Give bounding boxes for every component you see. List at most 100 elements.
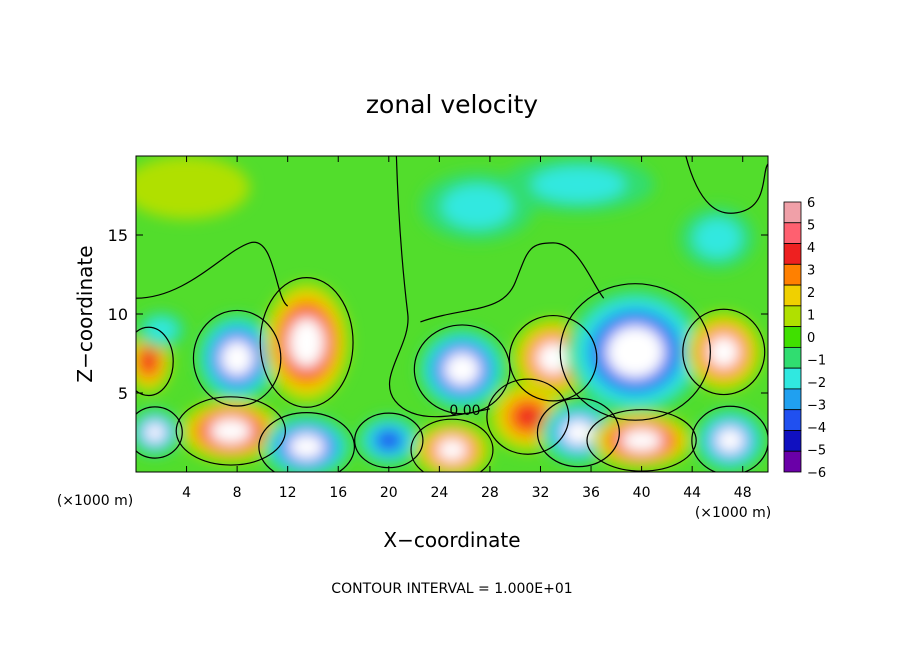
zero-contour <box>259 276 354 408</box>
velocity-blob <box>591 411 693 469</box>
blob-ring <box>694 218 741 258</box>
velocity-blob <box>414 421 490 472</box>
colorbar-tick-label: −6 <box>807 466 826 481</box>
colorbar-tick-label: −5 <box>807 444 826 459</box>
colorbar-swatch <box>783 222 802 244</box>
velocity-blob <box>502 156 655 213</box>
colorbar-tick-label: 5 <box>807 219 815 234</box>
x-unit-left: (×1000 m) <box>57 493 133 509</box>
colorbar-swatch <box>783 263 802 286</box>
colorbar-tick-label: −1 <box>807 354 826 369</box>
zero-contour <box>136 326 174 397</box>
zero-contour <box>192 309 282 407</box>
colorbar-tick-label: 0 <box>807 331 815 346</box>
colorbar-tick-label: −4 <box>807 421 826 436</box>
velocity-blob <box>136 408 181 457</box>
velocity-blob <box>417 328 507 411</box>
colorbar-tick-label: −3 <box>807 399 826 414</box>
blob-core <box>536 341 571 375</box>
blob-ring <box>136 156 250 220</box>
blob-core <box>620 428 663 453</box>
contour-interval-footer: CONTOUR INTERVAL = 1.000E+01 <box>331 581 572 597</box>
velocity-blob <box>262 415 351 472</box>
x-tick-label: 36 <box>582 485 600 501</box>
x-tick-label: 12 <box>279 485 297 501</box>
colorbar-swatch <box>783 450 802 473</box>
blob-core <box>288 433 326 460</box>
x-tick-label: 24 <box>430 485 448 501</box>
colorbar-swatch <box>783 305 802 328</box>
velocity-blob <box>196 314 278 403</box>
colorbar-tick-label: 3 <box>807 264 815 279</box>
blob-core <box>715 427 745 454</box>
y-tick-label: 10 <box>108 305 128 324</box>
x-tick-label: 44 <box>683 485 701 501</box>
blob-core <box>436 437 468 462</box>
x-tick-label: 28 <box>481 485 499 501</box>
colorbar-tick-label: 6 <box>807 196 815 211</box>
colorbar-swatch <box>783 409 802 431</box>
velocity-blob <box>180 399 282 463</box>
x-tick-label: 16 <box>329 485 347 501</box>
velocity-blob <box>357 415 421 466</box>
x-tick-label: 8 <box>233 485 242 501</box>
zero-contour <box>559 283 711 421</box>
velocity-blob <box>263 282 350 403</box>
y-tick-label: 15 <box>108 226 128 245</box>
blob-core <box>707 335 740 369</box>
colorbar-swatch <box>783 388 802 411</box>
zero-contour <box>136 406 183 459</box>
x-tick-label: 48 <box>734 485 752 501</box>
blob-ring <box>140 350 157 373</box>
x-axis-label: X−coordinate <box>383 528 520 552</box>
zero-contour <box>682 308 766 396</box>
colorbar-swatch <box>783 201 802 224</box>
blob-core <box>288 317 325 368</box>
blob-core <box>209 417 253 445</box>
blob-core <box>606 325 665 379</box>
x-axis: 4 8 12 16 20 24 28 32 36 40 44 48 <box>182 156 752 501</box>
zero-contour <box>410 418 494 472</box>
velocity-blob <box>679 206 756 270</box>
zero-contour <box>420 242 605 323</box>
velocity-blob <box>694 408 766 472</box>
x-unit-right: (×1000 m) <box>695 505 771 521</box>
x-tick-label: 40 <box>633 485 651 501</box>
blob-core <box>144 422 166 443</box>
y-tick-label: 5 <box>118 384 128 403</box>
y-axis-label: Z−coordinate <box>73 245 97 382</box>
velocity-blob <box>565 288 705 416</box>
colorbar-swatch <box>783 367 802 390</box>
blob-core <box>220 339 255 377</box>
colorbar-swatch <box>783 430 802 452</box>
contour-label: 0.00 <box>449 403 480 419</box>
blob-ring <box>531 166 626 202</box>
blob-core <box>562 419 595 446</box>
colorbar-tick-label: 4 <box>807 241 815 256</box>
colorbar-swatch <box>783 243 802 265</box>
colorbar-tick-label: 2 <box>807 286 815 301</box>
blob-ring <box>442 185 513 228</box>
zero-contour <box>508 314 598 402</box>
zero-contour <box>536 397 620 468</box>
zero-contour <box>258 412 356 472</box>
velocity-blob <box>685 312 762 392</box>
blob-ring <box>377 431 400 450</box>
zero-contour <box>486 378 570 455</box>
colorbar-swatch <box>783 346 802 369</box>
blob-core <box>443 352 481 387</box>
colorbar-tick-label: 1 <box>807 309 815 324</box>
colorbar-swatch <box>783 326 802 348</box>
zero-contour <box>685 156 768 214</box>
x-tick-label: 32 <box>532 485 550 501</box>
zero-contour <box>389 156 491 418</box>
colorbar-swatch <box>783 284 802 307</box>
velocity-blob <box>136 156 250 220</box>
y-axis: 5 10 15 <box>108 226 768 403</box>
chart-title: zonal velocity <box>366 90 538 119</box>
zero-contour <box>175 396 287 466</box>
zero-contour <box>691 405 768 472</box>
velocity-blob <box>136 310 187 349</box>
zero-contour <box>136 241 289 307</box>
